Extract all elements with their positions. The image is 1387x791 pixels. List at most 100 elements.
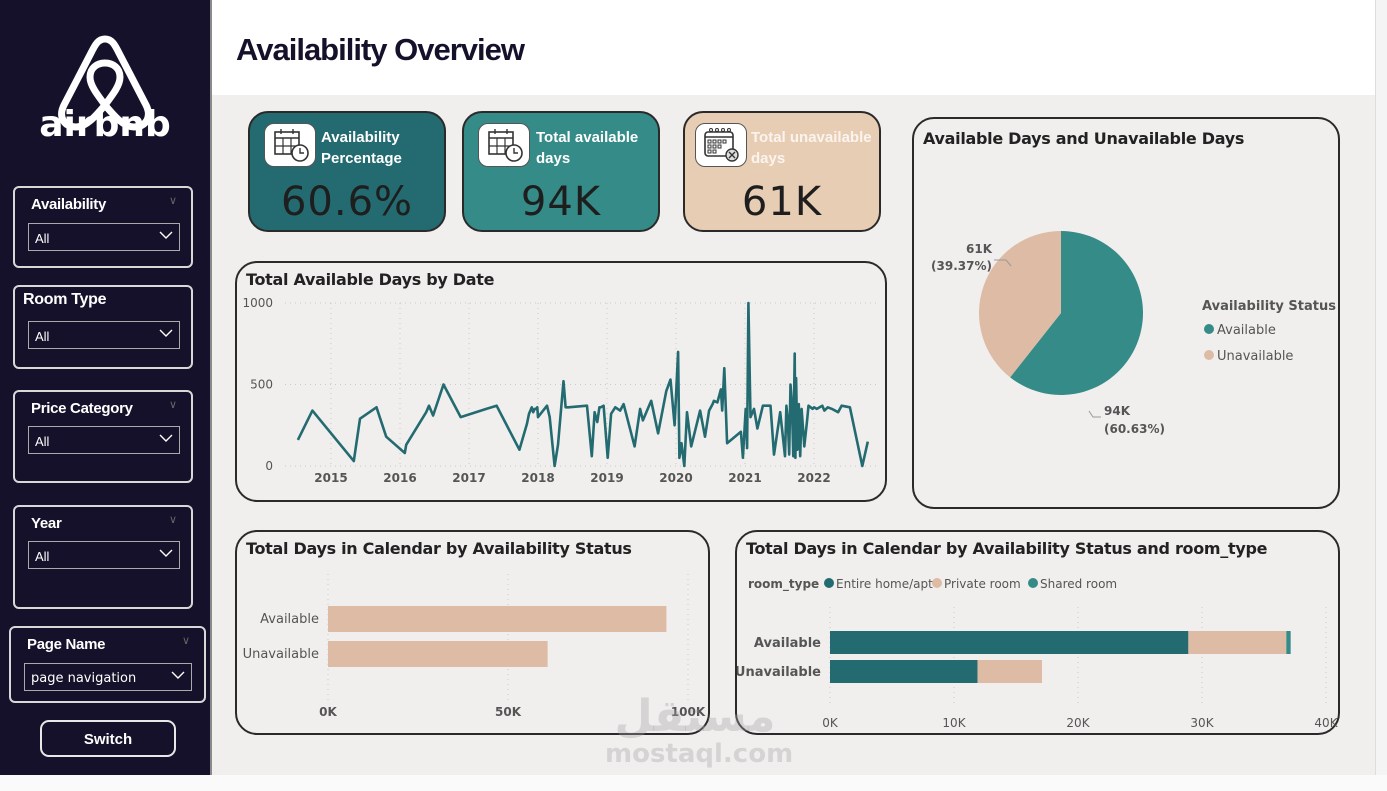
y-category-label: Unavailable	[243, 647, 319, 662]
pie-label-percent: (39.37%)	[931, 259, 992, 273]
legend-title: room_type	[748, 577, 819, 592]
chevron-down-icon[interactable]: ∨	[181, 634, 190, 647]
chevron-down-icon[interactable]: ∨	[168, 194, 177, 207]
kpi-total-unavailable-days: Total unavailable days 61K	[683, 111, 881, 232]
y-tick-label: 0	[265, 459, 273, 473]
slicer-room-type: Room Type All	[13, 285, 193, 369]
chevron-down-icon[interactable]: ∨	[168, 513, 177, 526]
dropdown-value: page navigation	[31, 671, 137, 686]
slicer-title: Year	[31, 515, 62, 532]
leader-line	[1088, 410, 1101, 418]
bar-chart: 0K 50K 100K Available Unavailable	[243, 574, 706, 719]
x-tick-label: 10K	[942, 716, 966, 730]
watermark: مستقل mostaql.com	[605, 691, 793, 770]
switch-button[interactable]: Switch	[40, 720, 176, 757]
x-tick-label: 0K	[822, 716, 839, 730]
chevron-down-icon	[159, 231, 173, 239]
legend-marker	[1204, 350, 1214, 360]
bar-segment-entire-home-apt	[830, 660, 978, 683]
legend-marker	[824, 578, 834, 588]
brand-wordmark: airbnb	[39, 104, 171, 145]
page-name-dropdown[interactable]: page navigation	[24, 663, 192, 691]
bar-segment-private-room	[977, 660, 1043, 683]
y-tick-label: 500	[250, 378, 273, 392]
legend-label: Shared room	[1040, 577, 1117, 591]
dropdown-value: All	[35, 231, 50, 246]
x-tick-label: 2015	[314, 471, 347, 485]
line-chart-card: Total Available Days by Date 0 500 1000 201…	[235, 261, 887, 502]
legend-marker	[932, 578, 942, 588]
page-title: Availability Overview	[236, 32, 525, 67]
calendar-x-icon	[695, 123, 747, 167]
dropdown-value: All	[35, 549, 50, 564]
pie-slice-unavailable	[979, 231, 1061, 378]
dropdown-value: All	[35, 329, 50, 344]
kpi-value: 61K	[741, 179, 823, 225]
slicer-title: Availability	[31, 196, 107, 213]
pie-label-percent: (60.63%)	[1104, 422, 1165, 436]
legend-label: Available	[1217, 323, 1276, 338]
chevron-down-icon[interactable]: ∨	[168, 398, 177, 411]
dropdown-value: All	[35, 434, 50, 449]
slicer-title: Price Category	[31, 400, 133, 417]
leader-line	[994, 259, 1012, 267]
y-category-label: Available	[754, 636, 821, 651]
chart-title: Available Days and Unavailable Days	[923, 129, 1245, 148]
sidebar: airbnb Availability ∨ All Room Type All …	[0, 0, 210, 775]
x-tick-label: 30K	[1190, 716, 1214, 730]
airbnb-logo-icon	[58, 35, 152, 131]
slicer-page-name: Page Name ∨ page navigation	[9, 626, 206, 703]
watermark-arabic: مستقل	[614, 691, 776, 742]
pie-slice-available	[1010, 231, 1143, 395]
bar-segment-entire-home-apt	[830, 631, 1189, 654]
legend-marker	[1028, 578, 1038, 588]
line-chart: 0 500 1000 2015 2016 2017 2018 2019 2020 2021 2022	[242, 296, 877, 485]
x-tick-label: 2017	[452, 471, 485, 485]
chevron-down-icon	[171, 671, 185, 679]
bar-chart-card: Total Days in Calendar by Availability S…	[235, 530, 710, 735]
page-header: Availability Overview	[212, 4, 1375, 95]
x-tick-label: 2021	[728, 471, 761, 485]
x-tick-label: 2022	[797, 471, 830, 485]
kpi-total-available-days: Total available days 94K	[462, 111, 660, 232]
price-category-dropdown[interactable]: All	[28, 426, 180, 454]
pie-label-value: 61K	[966, 242, 993, 256]
chart-title: Total Available Days by Date	[246, 270, 495, 289]
x-tick-label: 50K	[495, 705, 522, 719]
bar-segment-private-room	[1188, 631, 1287, 654]
legend-label: Private room	[944, 577, 1021, 591]
x-tick-label: 2019	[590, 471, 623, 485]
slicer-year: Year ∨ All	[13, 505, 193, 609]
line-series-available-days	[296, 301, 870, 468]
y-tick-label: 1000	[242, 296, 273, 310]
kpi-label: Total available days	[536, 129, 639, 167]
chevron-down-icon	[159, 434, 173, 442]
slicer-title: Page Name	[27, 636, 106, 653]
slicer-availability: Availability ∨ All	[13, 186, 193, 268]
x-tick-label: 40K	[1314, 716, 1338, 730]
legend-marker	[1204, 324, 1214, 334]
x-tick-label: 2016	[383, 471, 416, 485]
pie-chart: 94K (60.63%) 61K (39.37%) Availability Statu…	[931, 231, 1336, 436]
y-category-label: Available	[260, 612, 319, 627]
y-category-label: Unavailable	[737, 665, 821, 680]
room-type-dropdown[interactable]: All	[28, 321, 180, 349]
kpi-availability-percentage: Availability Percentage 60.6%	[248, 111, 446, 232]
bottom-strip	[0, 775, 1387, 791]
stacked-bar-chart-card: Total Days in Calendar by Availability S…	[735, 530, 1340, 735]
chevron-down-icon	[159, 549, 173, 557]
x-tick-label: 0K	[319, 705, 337, 719]
legend-label: Unavailable	[1217, 349, 1293, 364]
availability-dropdown[interactable]: All	[28, 223, 180, 251]
chart-title: Total Days in Calendar by Availability S…	[746, 539, 1268, 558]
bar-unavailable	[328, 641, 548, 667]
calendar-clock-icon	[264, 123, 316, 167]
kpi-label: Total unavailable days	[751, 129, 872, 167]
year-dropdown[interactable]: All	[28, 541, 180, 569]
pie-label-value: 94K	[1104, 404, 1131, 418]
slicer-price-category: Price Category ∨ All	[13, 390, 193, 483]
x-tick-label: 2020	[659, 471, 692, 485]
legend-title: Availability Status	[1202, 299, 1336, 314]
chart-title: Total Days in Calendar by Availability S…	[246, 539, 632, 558]
slicer-title: Room Type	[23, 291, 107, 308]
